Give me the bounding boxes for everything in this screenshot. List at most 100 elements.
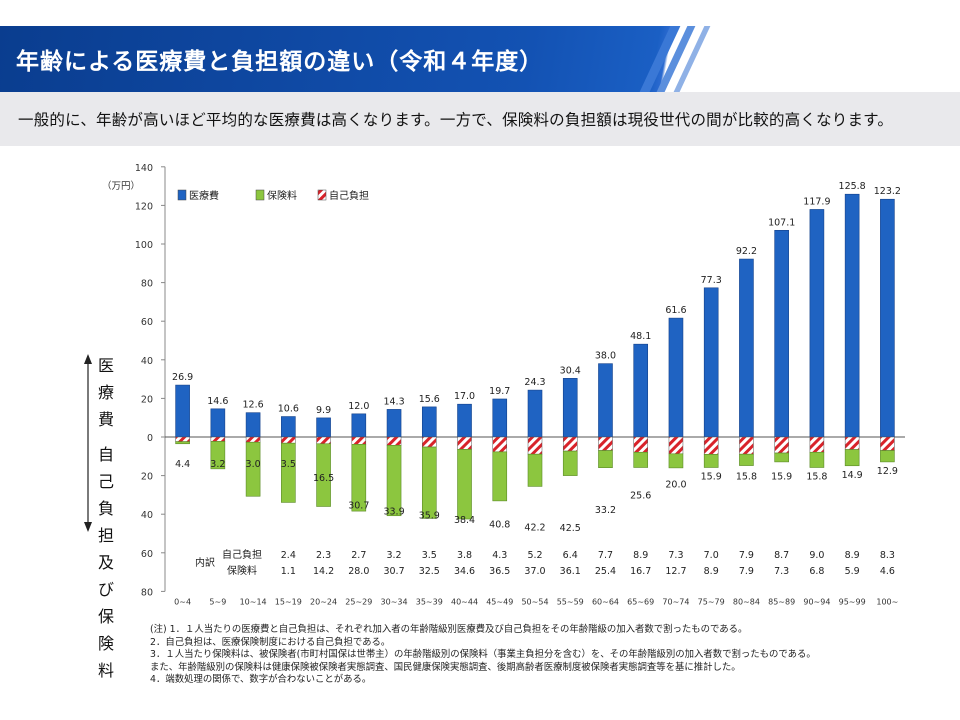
- footnotes: (注) 1．１人当たりの医療費と自己負担は、それぞれ加入者の年齢階級別医療費及び…: [150, 624, 816, 687]
- legend-entry: 自己負担: [329, 189, 369, 202]
- bar-medical: [316, 417, 331, 438]
- label-medical: 38.0: [595, 351, 616, 362]
- x-tick-label: 100~: [876, 597, 898, 606]
- x-tick-label: 5~9: [209, 597, 226, 606]
- bar-medical: [421, 406, 437, 438]
- bar-copay: [844, 436, 860, 450]
- label-medical: 12.6: [243, 400, 264, 411]
- y-tick-label: 60: [141, 549, 153, 560]
- side-label-char: 料: [97, 661, 114, 680]
- bar-medical: [245, 412, 261, 438]
- x-tick-label: 80~84: [733, 597, 760, 606]
- bar-copay: [386, 436, 402, 446]
- legend: 医療費 保険料 自己負担: [177, 189, 369, 202]
- breakdown-row-label: 自己負担: [222, 548, 262, 561]
- bar-premium: [598, 450, 613, 468]
- bar-medical: [527, 389, 543, 438]
- y-tick-label: 80: [141, 279, 153, 290]
- bar-medical: [457, 403, 472, 438]
- bar-copay: [527, 436, 543, 455]
- label-burden: 15.9: [771, 472, 792, 483]
- breakdown-copay: 4.3: [492, 550, 507, 561]
- y-tick-label: 20: [141, 472, 153, 483]
- bar-premium: [351, 444, 367, 512]
- x-tick-label: 35~39: [416, 597, 443, 606]
- bar-copay: [316, 436, 331, 445]
- side-label-char: 及: [97, 553, 114, 572]
- breakdown-premium: 6.8: [809, 566, 824, 577]
- bar-copay: [633, 436, 648, 453]
- bar-medical: [386, 409, 402, 438]
- label-medical: 10.6: [278, 404, 299, 415]
- bar-premium: [386, 444, 402, 517]
- breakdown-copay: 6.4: [563, 550, 578, 561]
- breakdown-premium: 28.0: [348, 566, 369, 577]
- label-medical: 48.1: [630, 331, 651, 342]
- x-tick-label: 55~59: [557, 597, 584, 606]
- bar-copay: [351, 436, 367, 445]
- y-tick-label: 120: [135, 201, 153, 212]
- breakdown-copay: 3.8: [457, 550, 472, 561]
- label-medical: 12.0: [348, 401, 369, 412]
- side-label-char: 担: [97, 526, 114, 545]
- breakdown-copay: 8.7: [774, 550, 789, 561]
- label-medical: 15.6: [419, 394, 440, 405]
- bar-premium: [703, 454, 719, 468]
- bar-medical: [598, 363, 613, 438]
- label-burden: 3.2: [210, 459, 225, 470]
- bar-medical: [703, 287, 719, 438]
- x-tick-label: 40~44: [451, 597, 478, 606]
- bar-premium: [739, 453, 754, 466]
- breakdown-premium: 36.1: [560, 566, 581, 577]
- label-medical: 17.0: [454, 391, 475, 402]
- label-burden: 16.5: [313, 473, 334, 484]
- bar-premium: [633, 451, 649, 468]
- subtitle-band: 一般的に、年齢が高いほど平均的な医療費は高くなります。一方で、保険料の負担額は現…: [0, 92, 960, 146]
- bar-premium: [880, 450, 895, 463]
- breakdown-copay: 7.0: [704, 550, 719, 561]
- x-tick-label: 90~94: [803, 597, 830, 606]
- bar-premium: [809, 451, 825, 468]
- bar-medical: [809, 209, 825, 438]
- breakdown-premium: 36.5: [489, 566, 510, 577]
- x-tick-label: 45~49: [486, 597, 513, 606]
- breakdown-copay: 8.9: [845, 550, 860, 561]
- bar-premium: [457, 449, 472, 520]
- x-tick-label: 0~4: [174, 597, 191, 606]
- bar-copay: [562, 436, 578, 452]
- footnote-line: また、年齢階級別の保険料は健康保険被保険者実態調査、国民健康保険実態調査、後期高…: [150, 661, 741, 673]
- side-label-char: 医: [97, 356, 114, 375]
- data-labels: 26.9 4.4 0~4 14.6 3.2 5~9 12.6 3.0 10~14 10.6 3.5 1…: [172, 181, 901, 606]
- x-tick-label: 50~54: [521, 597, 548, 606]
- label-medical: 92.2: [736, 246, 757, 257]
- breakdown-copay: 8.9: [633, 550, 648, 561]
- label-burden: 40.8: [489, 520, 510, 531]
- page-subtitle: 一般的に、年齢が高いほど平均的な医療費は高くなります。一方で、保険料の負担額は現…: [18, 111, 894, 129]
- bar-copay: [175, 436, 190, 442]
- bar-copay: [492, 436, 508, 453]
- breakdown-premium: 4.6: [880, 566, 895, 577]
- label-medical: 117.9: [803, 196, 830, 207]
- label-medical: 61.6: [665, 305, 686, 316]
- breakdown-copay: 7.3: [668, 550, 683, 561]
- bar-copay: [422, 436, 437, 448]
- breakdown-premium: 7.9: [739, 566, 754, 577]
- label-burden: 12.9: [877, 466, 898, 477]
- bar-medical: [492, 398, 508, 438]
- breakdown-copay: 3.5: [422, 550, 437, 561]
- bar-copay: [739, 436, 754, 455]
- breakdown-copay: 2.4: [281, 550, 296, 561]
- breakdown-premium: 25.4: [595, 566, 616, 577]
- bar-medical: [210, 408, 226, 438]
- label-medical: 14.6: [207, 396, 228, 407]
- label-burden: 15.8: [736, 471, 757, 482]
- legend-swatch: [255, 189, 265, 201]
- label-burden: 42.5: [560, 523, 581, 534]
- breakdown-premium: 34.6: [454, 566, 475, 577]
- y-tick-label: 80: [141, 587, 153, 598]
- breakdown-premium: 37.0: [524, 566, 545, 577]
- label-burden: 33.9: [383, 506, 404, 517]
- bar-medical: [774, 229, 789, 438]
- bar-copay: [880, 436, 895, 451]
